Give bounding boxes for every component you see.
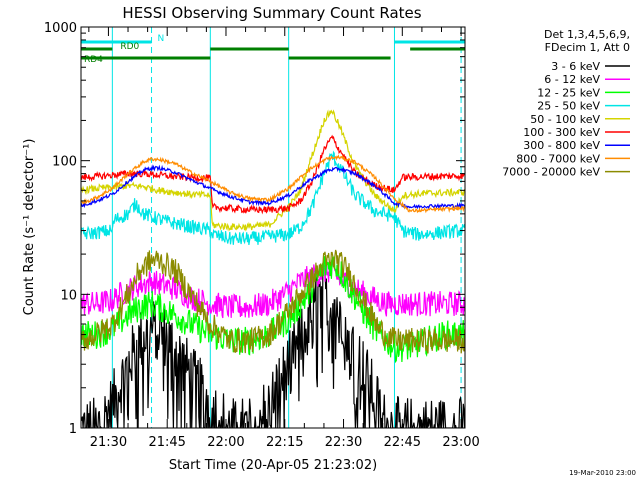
series-line-100-300-kev (81, 134, 465, 215)
x-tick-label: 22:00 (207, 435, 244, 450)
plot-frame (80, 26, 466, 429)
legend-label-100-300-kev: 100 - 300 keV (523, 126, 600, 139)
legend-header-line-1: Det 1,3,4,5,6,9, (544, 28, 630, 41)
chart-title: HESSI Observing Summary Count Rates (122, 4, 421, 22)
legend-label-7000-20000-kev: 7000 - 20000 keV (502, 166, 600, 179)
flag-label-n: N (158, 34, 165, 44)
x-tick-label: 22:15 (266, 435, 303, 450)
legend-label-12-25-kev: 12 - 25 keV (537, 86, 600, 99)
legend-label-3-6-kev: 3 - 6 keV (551, 60, 600, 73)
legend-label-25-50-kev: 25 - 50 keV (537, 100, 600, 113)
flag-label-rd0: RD0 (120, 42, 139, 52)
y-tick-label: 10 (60, 288, 77, 303)
legend-header-line-2: FDecim 1, Att 0 (545, 41, 630, 54)
x-tick-label: 21:45 (148, 435, 185, 450)
legend-label-50-100-kev: 50 - 100 keV (530, 113, 600, 126)
flag-label-rd4: RD4 (84, 55, 103, 65)
x-tick-label: 22:30 (325, 435, 362, 450)
legend-label-300-800-kev: 300 - 800 keV (523, 139, 600, 152)
footer-timestamp: 19-Mar-2010 23:00 (569, 469, 636, 477)
y-tick-label: 100 (52, 155, 77, 170)
series-line-6-12-kev (81, 258, 465, 319)
y-axis-label: Count Rate (s⁻¹ detector⁻¹) (22, 139, 37, 316)
series-line-7000-20000-kev (81, 249, 465, 354)
axes: 1 10 100 1000 21:30 21:45 22:00 22:15 22:30 22:45… (44, 21, 480, 450)
plot-area: N RD0 RD4 (81, 27, 465, 428)
series-line-800-7000-kev (81, 154, 465, 214)
x-tick-label: 21:30 (90, 435, 127, 450)
series-line-25-50-kev (81, 150, 465, 245)
x-tick-label: 23:00 (442, 435, 479, 450)
legend: Det 1,3,4,5,6,9, FDecim 1, Att 0 3 - 6 k… (502, 28, 630, 179)
y-tick-label: 1 (69, 422, 77, 437)
y-tick-label: 1000 (44, 21, 77, 36)
legend-label-6-12-kev: 6 - 12 keV (544, 73, 600, 86)
legend-label-800-7000-kev: 800 - 7000 keV (516, 152, 600, 165)
x-axis-label: Start Time (20-Apr-05 21:23:02) (169, 458, 377, 473)
series-line-50-100-kev (81, 109, 465, 232)
x-tick-label: 22:45 (384, 435, 421, 450)
